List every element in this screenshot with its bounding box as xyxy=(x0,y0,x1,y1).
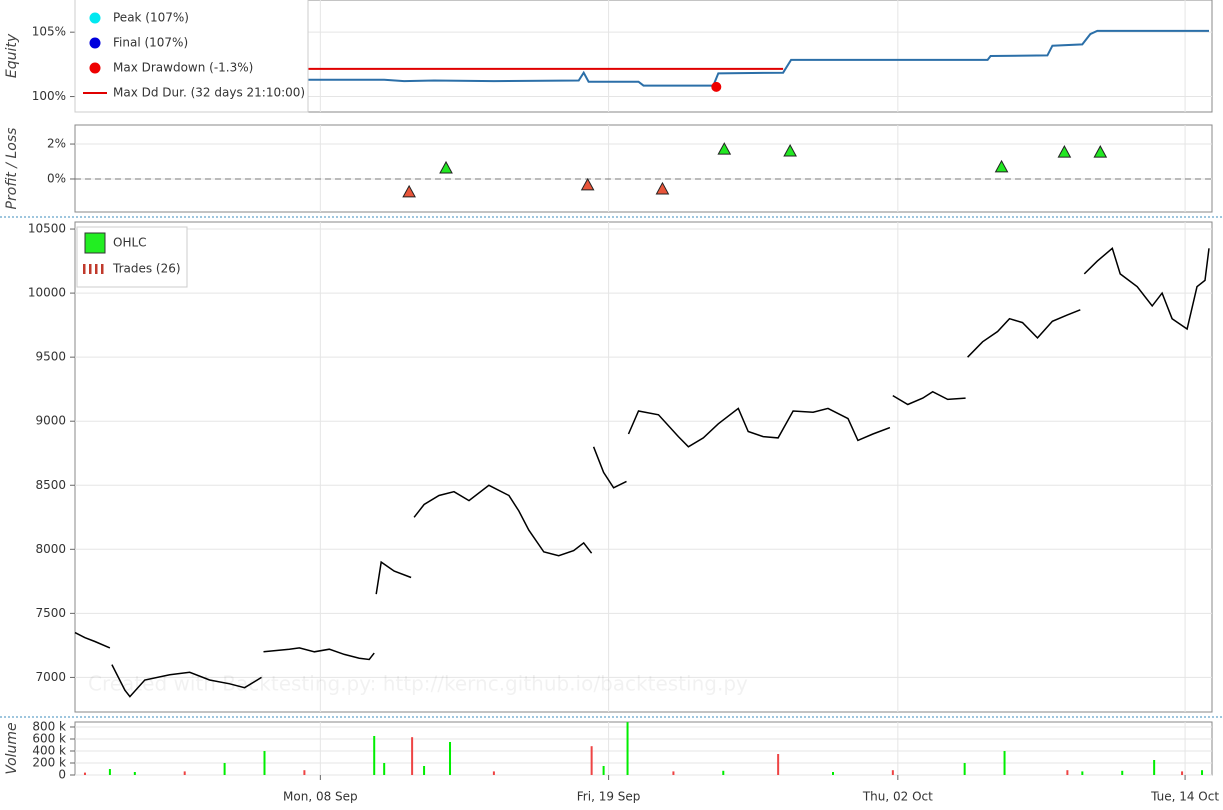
bar xyxy=(449,741,452,775)
legend-marker xyxy=(89,37,101,49)
legend-marker xyxy=(84,232,106,254)
trade-marker xyxy=(1057,145,1072,158)
trade-marker xyxy=(1093,145,1108,158)
x-tick-label: Mon, 08 Sep xyxy=(283,790,358,804)
x-tick-label: Tue, 14 Oct xyxy=(1150,790,1219,804)
legend-marker xyxy=(89,264,92,274)
bar xyxy=(722,770,725,775)
bar xyxy=(1066,770,1069,775)
bar xyxy=(777,753,780,775)
y-tick-label: 9000 xyxy=(35,414,66,428)
y-tick-label: 800 k xyxy=(32,719,66,733)
bar xyxy=(1201,770,1204,775)
bar xyxy=(223,762,226,775)
legend-label: Trades (26) xyxy=(112,262,181,276)
y-tick-label: 0 xyxy=(58,768,66,782)
legend-label: Final (107%) xyxy=(113,36,188,50)
trade-marker xyxy=(439,160,453,174)
y-axis-label: Profit / Loss xyxy=(4,128,20,210)
y-tick-label: 200 k xyxy=(32,755,66,769)
bar xyxy=(183,771,186,775)
legend-label: Max Drawdown (-1.3%) xyxy=(113,61,253,75)
x-tick-label: Fri, 19 Sep xyxy=(577,790,641,804)
x-tick-label: Thu, 02 Oct xyxy=(862,790,933,804)
bar xyxy=(832,771,834,775)
bar xyxy=(423,765,426,775)
bar xyxy=(891,770,894,775)
bar xyxy=(1181,771,1184,775)
y-tick-label: 7500 xyxy=(35,606,66,620)
legend xyxy=(74,0,309,113)
trade-marker xyxy=(994,159,1009,173)
y-tick-label: 0% xyxy=(47,171,66,185)
bar xyxy=(1003,750,1006,775)
y-tick-label: 10500 xyxy=(28,222,66,236)
bar xyxy=(963,762,966,775)
y-tick-label: 9500 xyxy=(35,350,66,364)
y-tick-label: 10000 xyxy=(28,286,66,300)
bar xyxy=(672,771,675,775)
bar xyxy=(411,737,414,775)
y-tick-label: 105% xyxy=(32,25,66,39)
bar xyxy=(1153,759,1156,775)
y-tick-label: 600 k xyxy=(32,731,66,745)
bar xyxy=(590,746,593,775)
trade-marker xyxy=(580,177,595,191)
y-tick-label: 100% xyxy=(32,89,66,103)
y-tick-label: 2% xyxy=(47,137,66,151)
line xyxy=(74,246,1210,698)
bar xyxy=(1081,771,1084,775)
bar xyxy=(602,765,605,775)
trade-marker xyxy=(717,142,732,155)
legend-marker xyxy=(89,62,101,74)
legend-marker xyxy=(95,264,98,274)
legend-marker xyxy=(101,264,104,274)
legend-label: OHLC xyxy=(113,236,147,250)
legend-marker xyxy=(83,264,86,274)
y-axis-label: Equity xyxy=(4,33,20,78)
bar xyxy=(303,770,306,775)
y-axis-label: Volume xyxy=(4,722,20,774)
y-tick-label: 400 k xyxy=(32,743,66,757)
bar xyxy=(626,722,629,775)
bar xyxy=(83,772,86,775)
watermark: Created with Backtesting.py: http://kern… xyxy=(88,672,748,696)
bar xyxy=(492,771,495,775)
legend-label: Peak (107%) xyxy=(113,11,189,25)
panel xyxy=(74,124,1213,213)
y-tick-label: 8000 xyxy=(35,542,66,556)
bar xyxy=(373,735,376,775)
trade-marker xyxy=(402,184,416,198)
point xyxy=(711,81,722,92)
bar xyxy=(263,750,266,775)
y-tick-label: 7000 xyxy=(35,670,66,684)
bar xyxy=(383,762,386,775)
trade-marker xyxy=(655,181,670,195)
bar xyxy=(108,768,111,775)
legend-marker xyxy=(89,12,101,24)
trade-marker xyxy=(783,143,797,157)
bar xyxy=(1121,770,1124,775)
panel xyxy=(74,221,1213,713)
y-tick-label: 8500 xyxy=(35,478,66,492)
legend-label: Max Dd Dur. (32 days 21:10:00) xyxy=(113,86,305,100)
bar xyxy=(133,771,136,775)
panel xyxy=(74,721,1213,776)
